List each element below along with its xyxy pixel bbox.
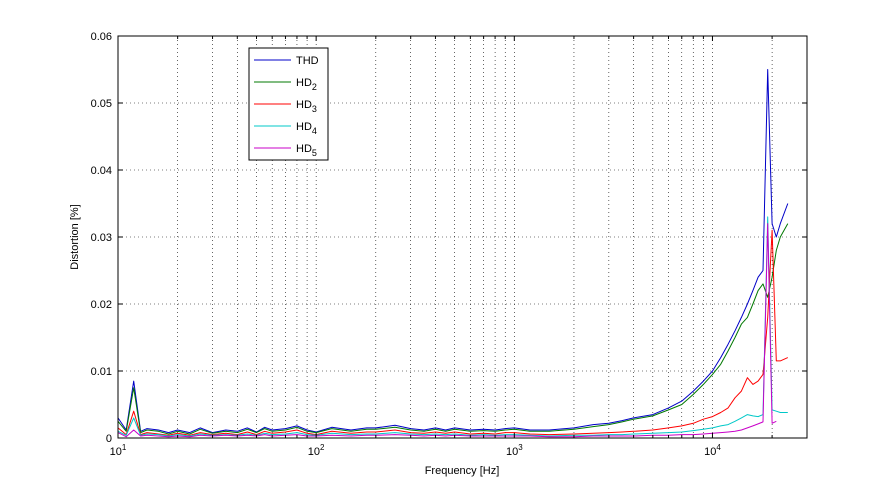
- legend-label: THD: [296, 55, 319, 67]
- y-tick-label: 0.04: [91, 165, 112, 177]
- x-axis-label: Frequency [Hz]: [425, 465, 500, 477]
- y-axis-label: Distortion [%]: [69, 204, 81, 269]
- y-tick-label: 0.05: [91, 98, 112, 110]
- ticks: 0 0.01 0.02 0.03 0.04 0.05 0.06 101 102 103 104: [91, 31, 808, 458]
- series-line-hd3: [117, 229, 789, 436]
- legend-label: HD5: [296, 143, 317, 158]
- series-layer: [117, 69, 789, 438]
- legend: THD HD2 HD3 HD4 HD5: [248, 47, 329, 161]
- series-line-hd5: [117, 223, 777, 438]
- x-tick-label: 102: [308, 443, 325, 458]
- legend-label: HD4: [296, 121, 317, 136]
- series-line-hd4: [117, 216, 788, 437]
- x-tick-label: 103: [506, 443, 523, 458]
- series-line-thd: [117, 69, 789, 434]
- y-tick-label: 0: [106, 433, 112, 445]
- y-tick-label: 0.01: [91, 366, 112, 378]
- y-tick-label: 0.02: [91, 299, 112, 311]
- series-line-hd2: [117, 223, 789, 435]
- legend-label: HD3: [296, 99, 317, 114]
- x-tick-label: 104: [704, 443, 721, 458]
- x-tick-label: 101: [110, 443, 127, 458]
- y-tick-label: 0.03: [91, 232, 112, 244]
- legend-label: HD2: [296, 77, 317, 92]
- y-tick-label: 0.06: [91, 31, 112, 43]
